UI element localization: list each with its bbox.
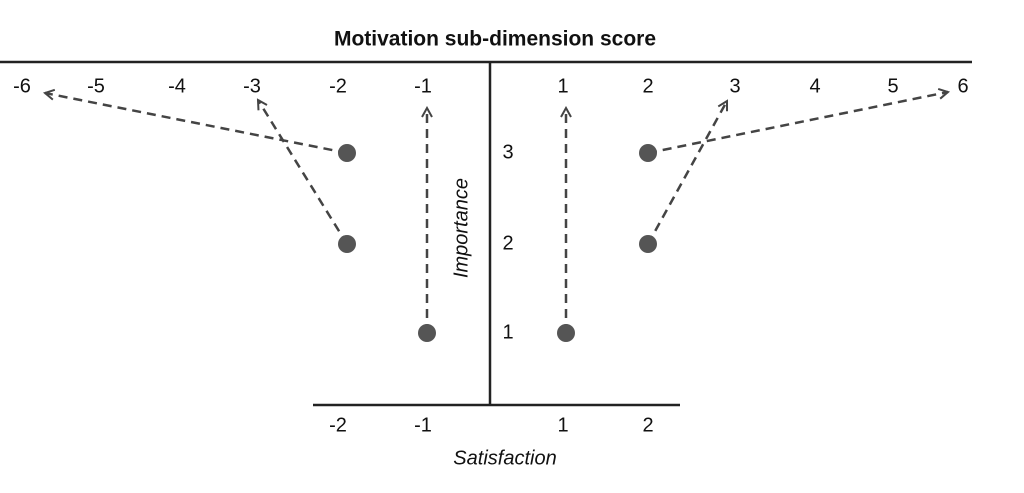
top-tick-label: 1 — [557, 75, 568, 97]
satisfaction-axis-label: Satisfaction — [453, 447, 556, 469]
top-tick-label: 3 — [729, 75, 740, 97]
top-tick-label: -2 — [329, 75, 347, 97]
top-tick-label: -3 — [243, 75, 261, 97]
point — [557, 324, 575, 342]
point — [418, 324, 436, 342]
point — [338, 235, 356, 253]
arrow — [647, 92, 948, 155]
point — [338, 144, 356, 162]
points — [338, 144, 657, 342]
top-tick-label: -6 — [13, 75, 31, 97]
top-tick-label: 4 — [809, 75, 820, 97]
satisfaction-tick-label: -1 — [414, 414, 432, 436]
arrow — [258, 100, 349, 245]
importance-tick-label: 2 — [502, 232, 513, 254]
satisfaction-tick-label: -2 — [329, 414, 347, 436]
satisfaction-tick-label: 1 — [557, 414, 568, 436]
point — [639, 235, 657, 253]
top-tick-label: 6 — [957, 75, 968, 97]
arrows — [45, 92, 948, 333]
title: Motivation sub-dimension score — [334, 28, 656, 51]
top-tick-label: -4 — [168, 75, 186, 97]
top-tick-label: -5 — [87, 75, 105, 97]
importance-tick-label: 3 — [502, 141, 513, 163]
importance-tick-label: 1 — [502, 321, 513, 343]
arrow — [646, 101, 729, 245]
top-tick-label: -1 — [414, 75, 432, 97]
top-tick-label: 2 — [642, 75, 653, 97]
top-tick-label: 5 — [887, 75, 898, 97]
satisfaction-tick-label: 2 — [642, 414, 653, 436]
arrow — [45, 93, 348, 155]
point — [639, 144, 657, 162]
importance-axis-label: Importance — [450, 178, 472, 278]
